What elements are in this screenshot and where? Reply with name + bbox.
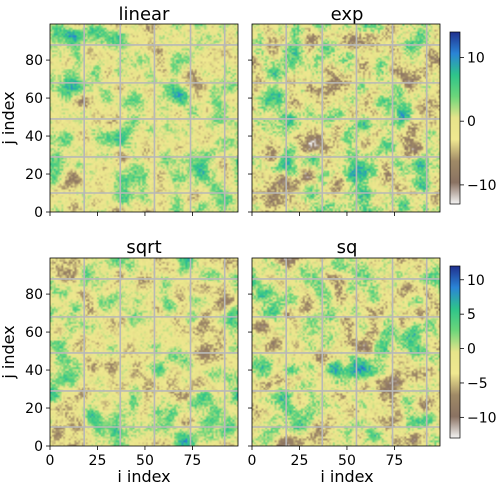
panel-exp: exp 10 0 −10 xyxy=(248,4,497,216)
y-tick-label: 20 xyxy=(25,167,43,183)
x-axis-label: i index xyxy=(320,467,373,486)
panel-linear: linear 0 20 40 60 80 j index xyxy=(0,4,239,221)
y-tick-label: 60 xyxy=(25,325,43,341)
x-tick-label: 0 xyxy=(248,453,257,469)
panel-title: sqrt xyxy=(126,237,161,258)
grid-lines xyxy=(50,24,238,212)
x-ticks: 0 25 50 75 xyxy=(248,446,404,469)
panel-title: exp xyxy=(331,4,364,25)
grid-lines xyxy=(50,258,238,446)
heatmap-image xyxy=(252,258,440,446)
x-tick-label: 25 xyxy=(291,453,309,469)
y-ticks xyxy=(248,59,252,213)
x-ticks xyxy=(49,212,193,216)
y-tick-label: 80 xyxy=(25,53,43,69)
y-tick-label: 20 xyxy=(25,401,43,417)
x-tick-label: 0 xyxy=(46,453,55,469)
y-ticks xyxy=(248,293,252,447)
heatmap-image xyxy=(50,24,238,212)
colorbar-tick-label: 0 xyxy=(467,342,476,358)
colorbar xyxy=(449,31,461,205)
y-tick-label: 80 xyxy=(25,287,43,303)
colorbar-ticks: 10 5 0 −5 −10 xyxy=(460,273,497,426)
x-ticks xyxy=(251,212,395,216)
colorbar-ticks: 10 0 −10 xyxy=(460,50,497,194)
x-axis-label: i index xyxy=(117,467,170,486)
y-tick-label: 0 xyxy=(34,439,43,455)
heatmap-image xyxy=(252,24,440,212)
y-tick-label: 40 xyxy=(25,129,43,145)
y-axis-label: j index xyxy=(0,91,18,145)
heatmap-image xyxy=(50,258,238,446)
plot-frame xyxy=(49,23,239,213)
panel-title: sq xyxy=(337,237,358,258)
x-tick-label: 25 xyxy=(89,453,107,469)
colorbar-tick-label: 10 xyxy=(467,273,485,289)
y-tick-label: 0 xyxy=(34,205,43,221)
plot-frame xyxy=(49,257,239,447)
colorbar xyxy=(449,265,461,439)
y-ticks: 0 20 40 60 80 xyxy=(25,287,50,455)
y-tick-label: 60 xyxy=(25,91,43,107)
grid-lines xyxy=(252,24,440,212)
plot-frame xyxy=(251,257,441,447)
x-tick-label: 50 xyxy=(136,453,154,469)
panel-title: linear xyxy=(119,4,171,25)
y-tick-label: 40 xyxy=(25,363,43,379)
colorbar-tick-label: 10 xyxy=(467,50,485,66)
grid-lines xyxy=(252,258,440,446)
x-tick-label: 75 xyxy=(184,453,202,469)
x-ticks: 0 25 50 75 xyxy=(46,446,202,469)
colorbar-tick-label: 0 xyxy=(467,114,476,130)
colorbar-tick-label: −10 xyxy=(467,178,497,194)
colorbar-tick-label: −10 xyxy=(467,410,497,426)
panel-sqrt: sqrt 0 25 50 75 0 20 40 60 80 j index i index xyxy=(0,237,239,486)
plot-frame xyxy=(251,23,441,213)
y-ticks: 0 20 40 60 80 xyxy=(25,53,50,221)
y-axis-label: j index xyxy=(0,325,18,379)
colorbar-tick-label: 5 xyxy=(467,307,476,323)
colorbar-tick-label: −5 xyxy=(467,376,488,392)
x-tick-label: 75 xyxy=(386,453,404,469)
x-tick-label: 50 xyxy=(338,453,356,469)
